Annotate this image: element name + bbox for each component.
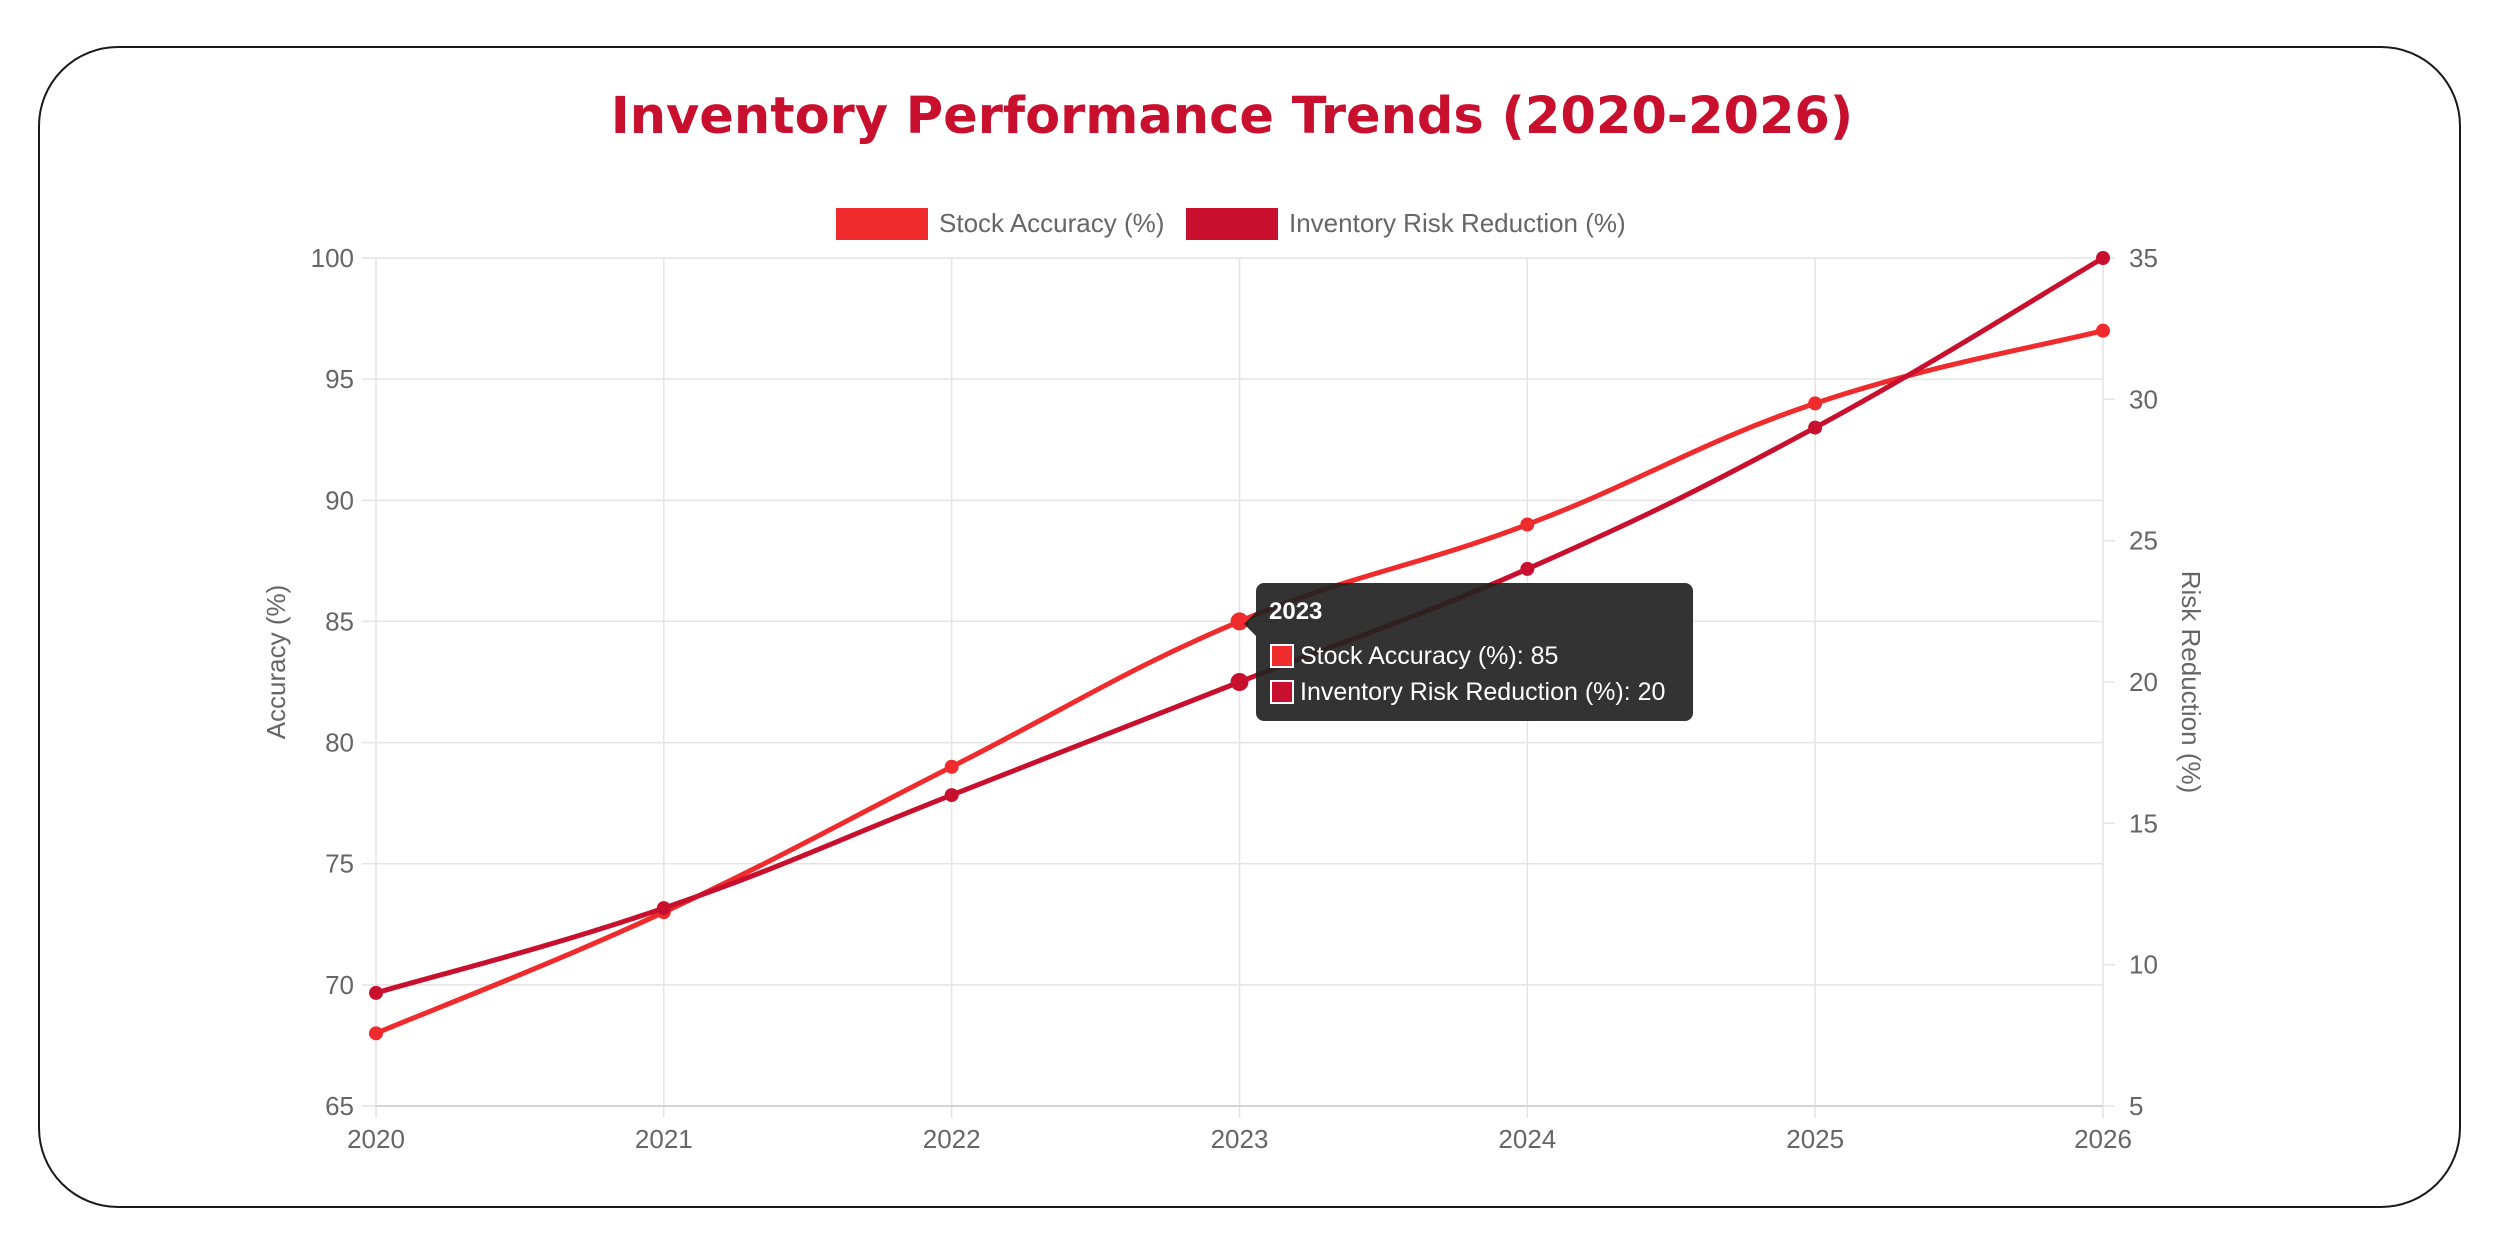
x-tick-label: 2025 <box>1786 1124 1844 1154</box>
data-point-risk-reduction[interactable] <box>2096 251 2110 265</box>
right-tick-label: 5 <box>2129 1091 2143 1121</box>
data-point-risk-reduction[interactable] <box>369 985 383 1000</box>
x-tick-label: 2020 <box>347 1124 405 1154</box>
tooltip-line-risk-reduction: Inventory Risk Reduction (%): 20 <box>1300 678 1665 706</box>
legend-label-stock-accuracy[interactable]: Stock Accuracy (%) <box>939 208 1164 238</box>
tooltip: 2023 Stock Accuracy (%): 85 Inventory Ri… <box>1244 583 1693 721</box>
data-point-risk-reduction[interactable] <box>1230 673 1249 691</box>
right-tick-label: 10 <box>2129 950 2158 980</box>
data-point-stock-accuracy[interactable] <box>944 759 959 774</box>
data-point-risk-reduction[interactable] <box>1520 561 1535 576</box>
left-tick-label: 85 <box>325 606 354 636</box>
left-axis-ticks: 65 70 75 80 85 90 95 100 <box>311 243 354 1121</box>
data-point-stock-accuracy[interactable] <box>369 1026 383 1041</box>
legend[interactable]: Stock Accuracy (%) Inventory Risk Reduct… <box>836 208 1626 240</box>
tooltip-caret <box>1244 612 1256 636</box>
left-tick-label: 90 <box>325 485 354 515</box>
left-axis-title: Accuracy (%) <box>261 585 291 740</box>
data-point-stock-accuracy[interactable] <box>1808 396 1823 411</box>
left-tick-label: 95 <box>325 364 354 394</box>
series-layer <box>369 251 2110 1041</box>
left-tick-label: 80 <box>325 728 354 758</box>
data-point-risk-reduction[interactable] <box>1808 420 1823 435</box>
tooltip-swatch-risk-reduction <box>1270 680 1294 704</box>
data-point-stock-accuracy[interactable] <box>2096 323 2110 338</box>
x-axis-ticks: 2020 2021 2022 2023 2024 2025 2026 <box>347 1124 2132 1154</box>
x-tick-label: 2022 <box>923 1124 981 1154</box>
tooltip-swatch-stock-accuracy <box>1270 644 1294 668</box>
left-tick-label: 70 <box>325 970 354 1000</box>
x-tick-label: 2023 <box>1211 1124 1269 1154</box>
right-tick-label: 25 <box>2129 526 2158 556</box>
legend-swatch-stock-accuracy[interactable] <box>836 208 928 240</box>
data-point-stock-accuracy[interactable] <box>1230 612 1249 631</box>
data-point-risk-reduction[interactable] <box>656 901 671 916</box>
tooltip-box <box>1256 583 1693 721</box>
x-tick-label: 2021 <box>635 1124 693 1154</box>
data-point-risk-reduction[interactable] <box>944 788 959 803</box>
chart-title: Inventory Performance Trends (2020-2026) <box>611 87 1853 146</box>
left-tick-label: 100 <box>311 243 354 273</box>
left-tick-label: 65 <box>325 1091 354 1121</box>
legend-label-risk-reduction[interactable]: Inventory Risk Reduction (%) <box>1289 208 1626 238</box>
tooltip-title: 2023 <box>1269 598 1322 625</box>
right-tick-label: 35 <box>2129 243 2158 273</box>
data-point-stock-accuracy[interactable] <box>1520 517 1535 532</box>
x-tick-label: 2026 <box>2074 1124 2132 1154</box>
right-tick-label: 20 <box>2129 667 2158 697</box>
right-tick-label: 30 <box>2129 384 2158 414</box>
right-tick-label: 15 <box>2129 808 2158 838</box>
left-tick-label: 75 <box>325 849 354 879</box>
right-axis-title: Risk Reduction (%) <box>2176 571 2206 794</box>
legend-swatch-risk-reduction[interactable] <box>1186 208 1278 240</box>
right-axis-ticks: 5 10 15 20 25 30 35 <box>2129 243 2158 1121</box>
x-tick-label: 2024 <box>1498 1124 1556 1154</box>
tooltip-line-stock-accuracy: Stock Accuracy (%): 85 <box>1300 642 1558 670</box>
